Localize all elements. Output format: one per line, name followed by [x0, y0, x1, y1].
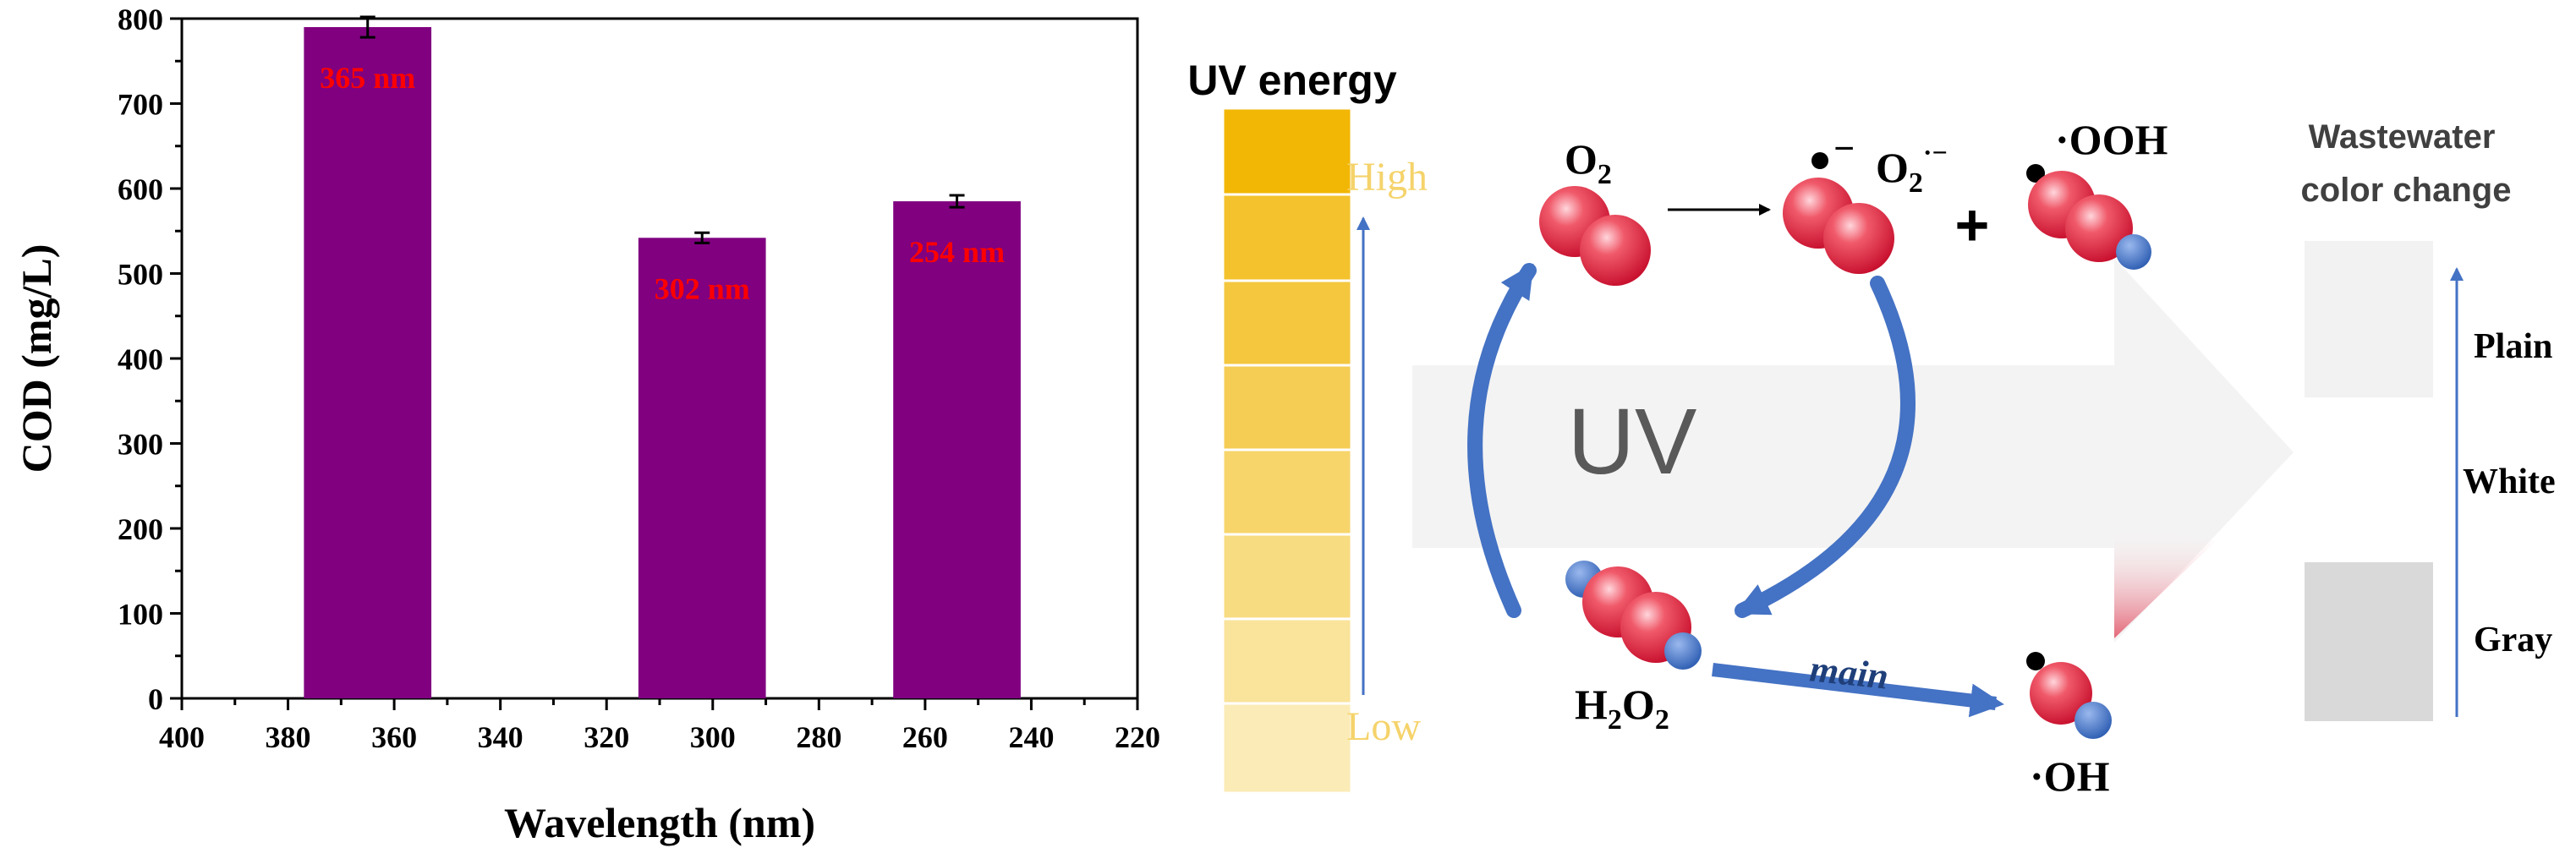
y-axis-label: COD (mg/L)	[13, 244, 60, 473]
color-plain-label: Plain	[2474, 327, 2552, 366]
x-axis-ticks: 400 380 360 340 320 300 280 260 240 220	[159, 698, 1160, 754]
superoxide-to-h2o2-curved-arrow	[1734, 276, 1916, 618]
energy-segment	[1221, 617, 1353, 705]
bar-365	[304, 27, 432, 699]
x-tick-label: 300	[690, 720, 736, 754]
y-tick-label: 200	[118, 512, 163, 546]
data-labels-group: 365 nm 302 nm 254 nm	[320, 61, 1005, 305]
energy-segment	[1221, 533, 1353, 621]
x-axis-label: Wavelength (nm)	[504, 799, 815, 846]
pink-gradient-region	[2114, 524, 2216, 638]
ooh-molecule	[2028, 171, 2151, 270]
uv-energy-scale	[1221, 107, 1353, 795]
x-tick-label: 260	[902, 720, 948, 754]
energy-high-label: High	[1346, 155, 1428, 200]
x-tick-label: 380	[266, 720, 311, 754]
color-change-title-line1: Wastewater	[2309, 118, 2496, 156]
x-tick-label: 360	[371, 720, 417, 754]
y-tick-label: 300	[118, 428, 163, 462]
error-bar-302	[694, 231, 710, 244]
data-label-254: 254 nm	[909, 235, 1005, 269]
y-tick-label: 0	[148, 682, 163, 716]
uv-mechanism-diagram: UV UV energy High Low O2 − O2·− +	[1187, 57, 2555, 800]
uv-big-arrow	[1412, 258, 2294, 643]
energy-segment	[1221, 107, 1353, 196]
x-tick-label: 320	[584, 720, 629, 754]
x-tick-label: 340	[478, 720, 523, 754]
h2o2-label: H2O2	[1575, 681, 1669, 736]
y-axis-ticks: 0 100 200 300 400 500 600 700 800	[118, 3, 182, 716]
o2-molecule	[1539, 186, 1651, 286]
color-change-title-line2: color change	[2301, 172, 2512, 209]
bars-group	[304, 27, 1021, 699]
uv-label: UV	[1568, 390, 1697, 494]
energy-segment	[1221, 702, 1353, 795]
energy-low-label: Low	[1346, 704, 1421, 749]
cod-bar-chart: 365 nm 302 nm 254 nm 400 380 360 340 320 300 280…	[13, 3, 1160, 846]
y-tick-label: 400	[118, 342, 163, 376]
energy-segment	[1221, 448, 1353, 536]
o2-label: O2	[1565, 135, 1612, 190]
superoxide-molecule	[1783, 178, 1894, 274]
energy-segment	[1221, 364, 1353, 451]
ooh-radical-dot	[2026, 164, 2045, 183]
data-label-302: 302 nm	[655, 271, 750, 305]
main-pathway-arrow	[1712, 663, 2004, 718]
x-tick-label: 400	[159, 720, 205, 754]
y-tick-label: 800	[118, 3, 163, 36]
error-bar-365	[359, 15, 375, 39]
x-tick-label: 240	[1008, 720, 1054, 754]
oh-radical-dot	[2026, 652, 2045, 670]
bar-302	[638, 238, 766, 698]
h2o2-to-o2-curved-arrow	[1467, 263, 1537, 618]
bar-254	[893, 201, 1021, 698]
x-tick-label: 220	[1115, 720, 1160, 754]
superoxide-charge: −	[1833, 128, 1855, 169]
plain-color-box	[2305, 241, 2433, 397]
main-label: main	[1808, 648, 1891, 697]
oh-label: ·OH	[2030, 752, 2110, 800]
gray-color-box	[2305, 562, 2433, 721]
error-bar-254	[949, 194, 965, 209]
y-tick-label: 600	[118, 172, 163, 206]
y-tick-label: 500	[118, 258, 163, 292]
error-bars-group	[359, 15, 965, 244]
x-tick-label: 280	[796, 720, 841, 754]
energy-segment	[1221, 193, 1353, 282]
uv-energy-title: UV energy	[1187, 57, 1397, 104]
ooh-label: ·OOH	[2055, 116, 2168, 163]
plus-sign: +	[1955, 192, 1990, 258]
y-tick-label: 100	[118, 598, 163, 632]
color-white-label: White	[2463, 462, 2556, 501]
oh-molecule	[2030, 662, 2112, 739]
energy-segment	[1221, 279, 1353, 367]
superoxide-label: O2·−	[1876, 137, 1948, 199]
color-gray-label: Gray	[2474, 621, 2552, 659]
y-tick-label: 700	[118, 88, 163, 122]
superoxide-radical-dot	[1811, 152, 1828, 169]
data-label-365: 365 nm	[320, 61, 415, 95]
h2o2-molecule	[1565, 561, 1702, 670]
